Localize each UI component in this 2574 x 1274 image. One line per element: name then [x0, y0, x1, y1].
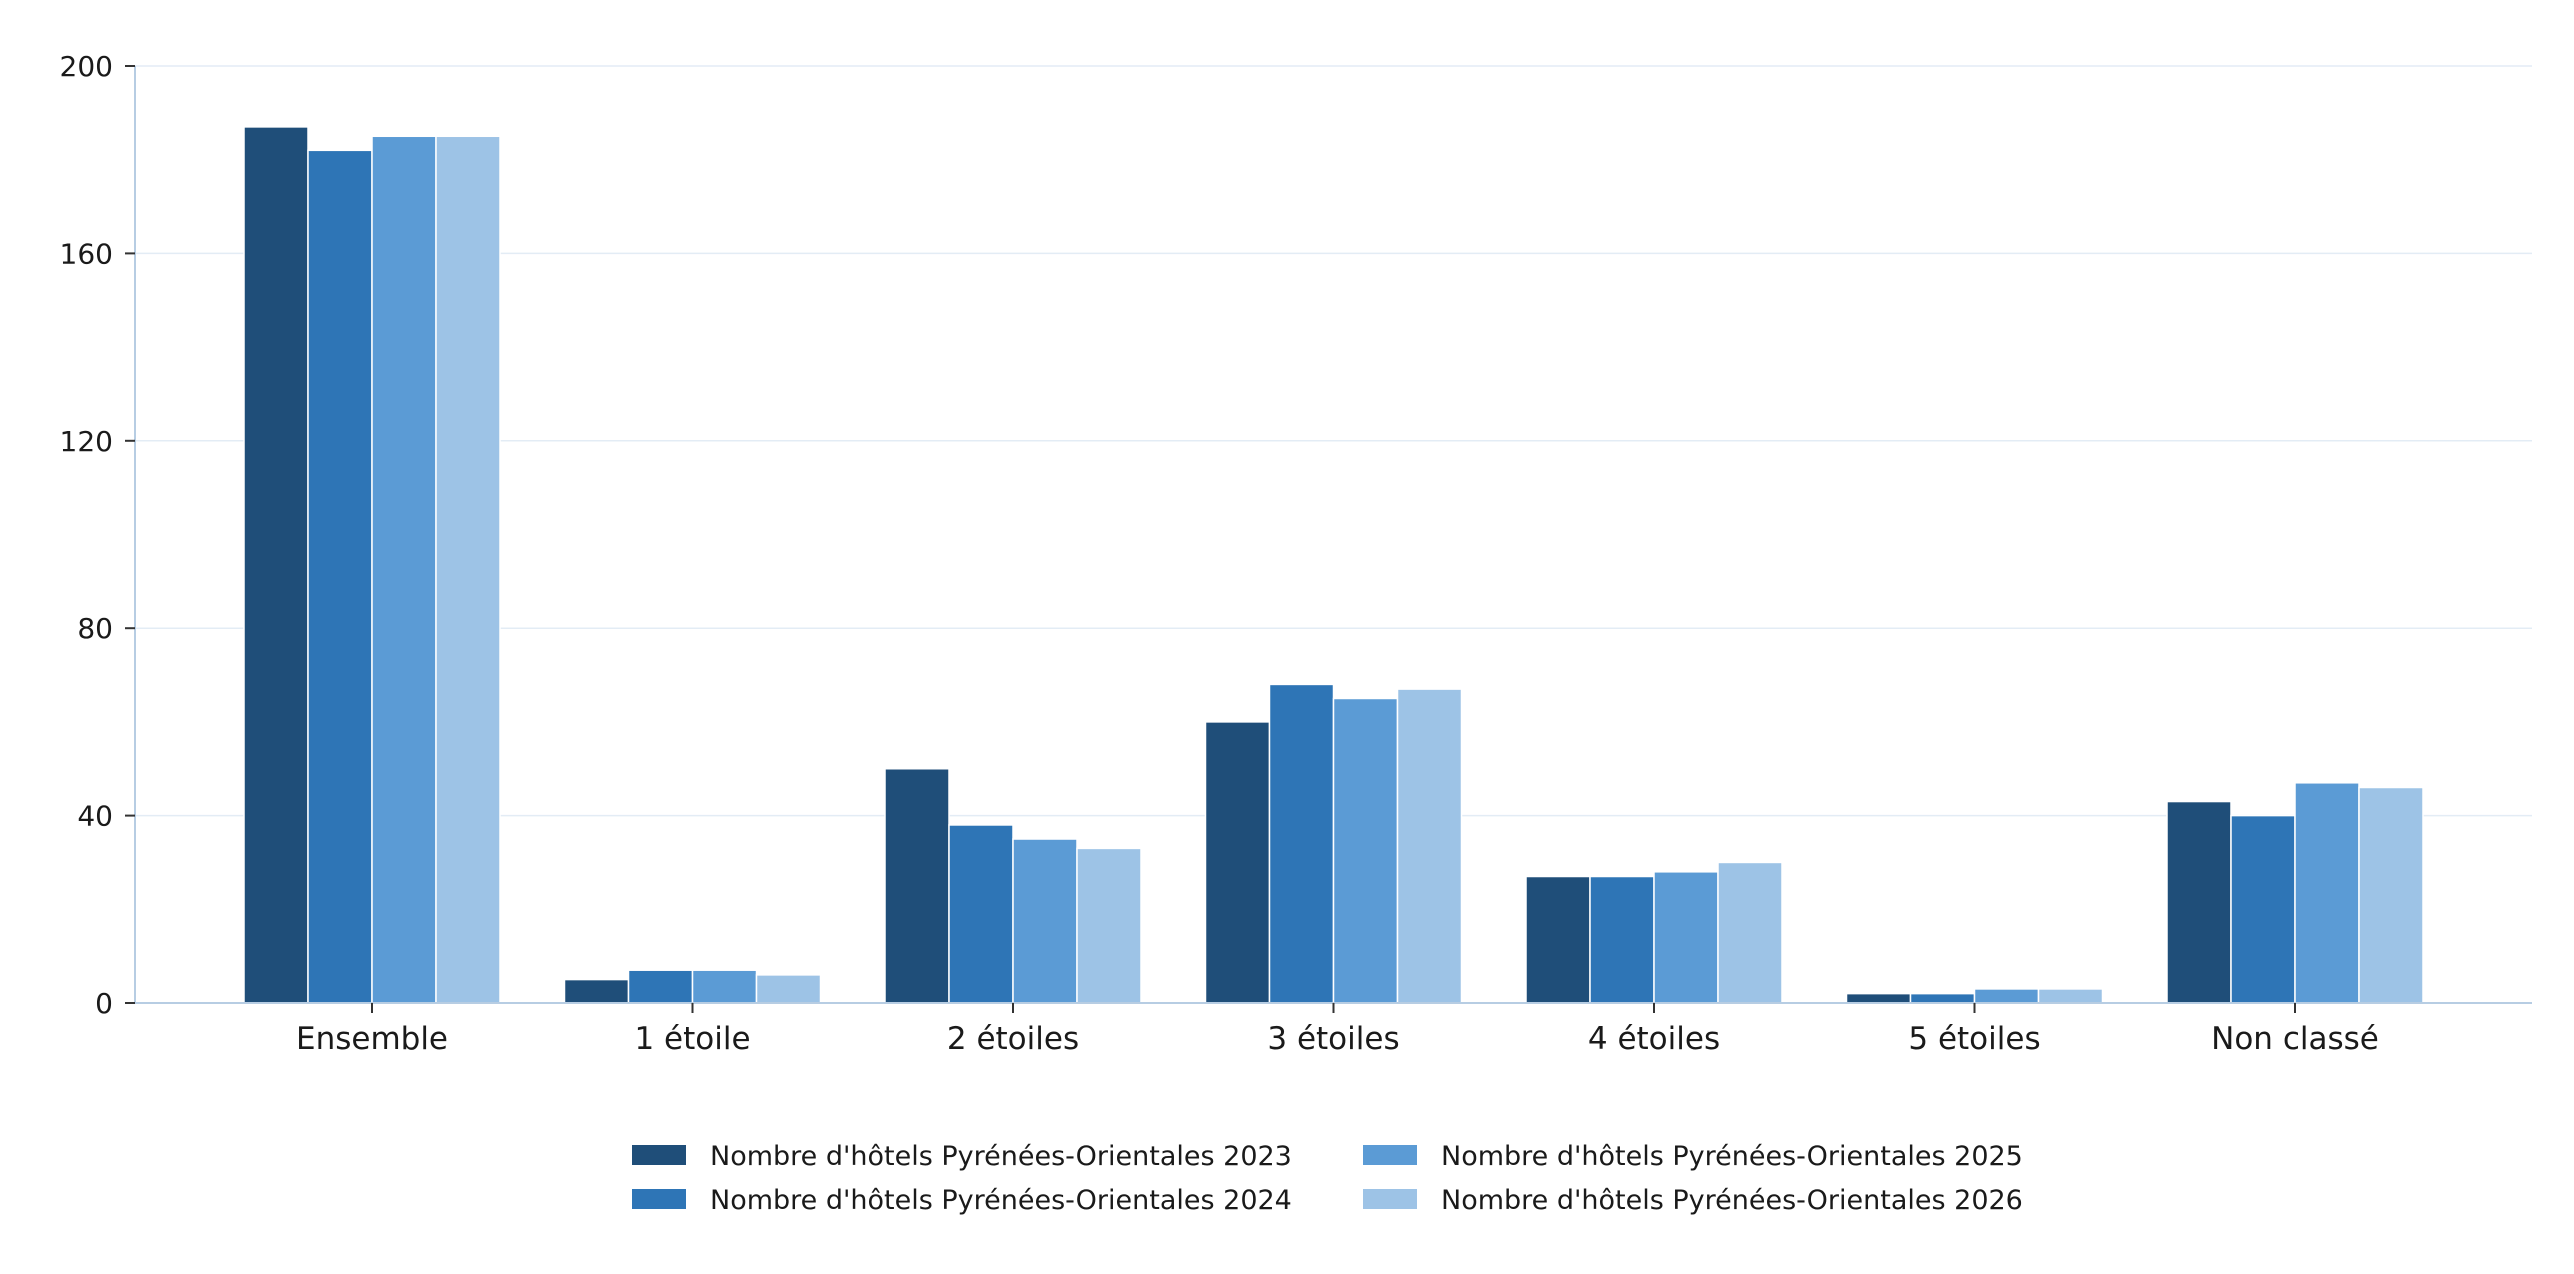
x-tick-label: 5 étoiles: [1908, 1021, 2040, 1057]
bar-2-2: [627, 969, 694, 1004]
bar-4-3: [1076, 847, 1142, 1004]
bar-1-3: [884, 768, 950, 1004]
bar-1-5: [1525, 875, 1591, 1004]
y-tick-label: 40: [77, 800, 113, 833]
grid-lines: [135, 65, 2532, 817]
y-tick-label: 200: [60, 50, 113, 83]
y-tick-label: 160: [60, 237, 113, 270]
bar-1-1: [243, 126, 309, 1004]
bar-3-1: [371, 135, 437, 1004]
bar-1-4: [1204, 721, 1271, 1004]
bar-1-7: [2166, 800, 2232, 1004]
bar-3-7: [2294, 782, 2360, 1004]
bar-4-1: [435, 135, 501, 1004]
x-tick-label: 2 étoiles: [947, 1021, 1079, 1057]
y-ticks: 0 40 80 120 160 200: [60, 50, 135, 1020]
bar-4-5: [1717, 861, 1783, 1004]
legend-label: Nombre d'hôtels Pyrénées-Orientales 2024: [710, 1185, 1292, 1216]
legend-label: Nombre d'hôtels Pyrénées-Orientales 2025: [1441, 1141, 2023, 1172]
legend-swatch: [632, 1145, 686, 1165]
x-tick-label: 3 étoiles: [1267, 1021, 1399, 1057]
legend-swatch: [1363, 1189, 1417, 1209]
x-tick-label: Ensemble: [296, 1021, 448, 1057]
y-tick-label: 80: [77, 612, 113, 645]
bar-2-4: [1268, 683, 1335, 1004]
bar-4-6: [2037, 988, 2104, 1004]
legend: Nombre d'hôtels Pyrénées-Orientales 2023…: [632, 1141, 2023, 1216]
bar-1-2: [563, 978, 630, 1004]
x-tick-label: 4 étoiles: [1588, 1021, 1720, 1057]
legend-label: Nombre d'hôtels Pyrénées-Orientales 2023: [710, 1141, 1292, 1172]
bar-3-5: [1653, 871, 1719, 1004]
y-tick-label: 120: [60, 425, 113, 458]
bar-2-6: [1909, 992, 1976, 1004]
x-tick-label: Non classé: [2211, 1021, 2379, 1057]
bar-4-7: [2358, 786, 2424, 1004]
x-ticks: Ensemble 1 étoile 2 étoiles 3 étoiles 4 étoi…: [296, 1003, 2379, 1057]
bar-3-6: [1973, 988, 2040, 1004]
bar-3-2: [691, 969, 758, 1004]
bar-3-4: [1332, 697, 1399, 1004]
bar-2-1: [307, 149, 373, 1004]
x-tick-label: 1 étoile: [634, 1021, 750, 1057]
y-tick-label: 0: [95, 987, 113, 1020]
bar-2-5: [1589, 875, 1655, 1004]
bar-3-3: [1012, 838, 1078, 1004]
bar-2-3: [948, 824, 1014, 1004]
bar-4-2: [755, 974, 822, 1004]
legend-swatch: [1363, 1145, 1417, 1165]
bar-4-4: [1396, 688, 1463, 1004]
bar-2-7: [2230, 814, 2296, 1004]
bars: [243, 126, 2424, 1004]
legend-label: Nombre d'hôtels Pyrénées-Orientales 2026: [1441, 1185, 2023, 1216]
legend-swatch: [632, 1189, 686, 1209]
bar-1-6: [1845, 992, 1912, 1004]
